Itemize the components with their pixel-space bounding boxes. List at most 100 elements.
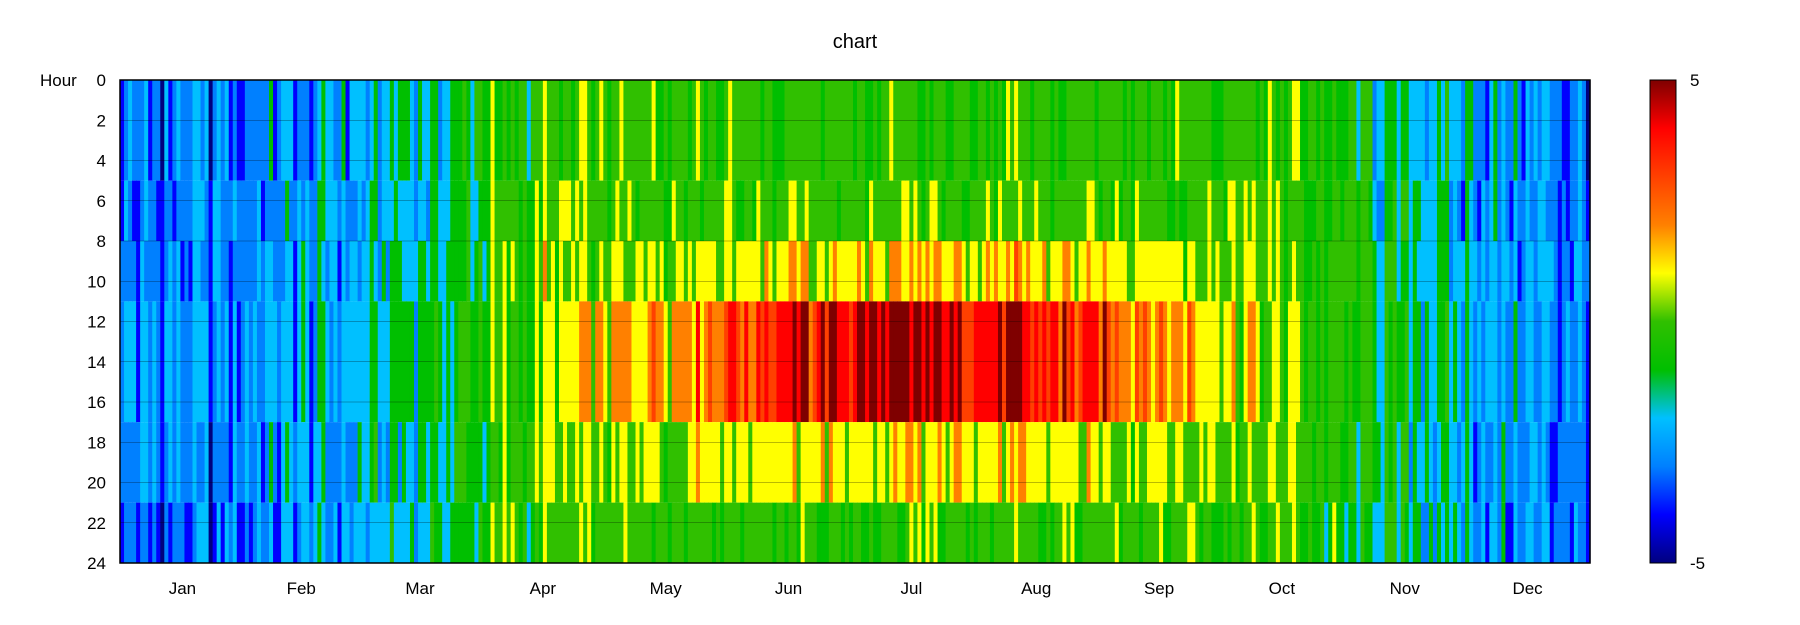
heatmap-cell — [663, 422, 669, 503]
heatmap-cell — [591, 80, 596, 181]
heatmap-cell — [281, 80, 286, 181]
heatmap-cell — [703, 422, 709, 503]
heatmap-cell — [708, 241, 713, 302]
heatmap-cell — [1388, 422, 1394, 503]
heatmap-cell — [993, 502, 999, 564]
heatmap-cell — [748, 241, 753, 302]
heatmap-cell — [1058, 80, 1064, 181]
heatmap-cell — [1255, 422, 1261, 503]
heatmap-cell — [1291, 180, 1297, 242]
heatmap-cell — [583, 502, 588, 564]
heatmap-cell — [1428, 422, 1434, 503]
heatmap-cell — [651, 502, 657, 564]
heatmap-cell — [575, 80, 580, 181]
heatmap-cell — [224, 241, 230, 302]
heatmap-cell — [1259, 422, 1265, 503]
heatmap-cell — [1465, 241, 1470, 302]
heatmap-cell — [917, 80, 923, 181]
heatmap-cell — [1416, 502, 1422, 564]
heatmap-cell — [1585, 80, 1591, 181]
heatmap-cell — [840, 241, 846, 302]
heatmap-cell — [691, 502, 697, 564]
heatmap-cell — [591, 241, 596, 302]
heatmap-cell — [514, 180, 520, 242]
heatmap-cell — [1412, 422, 1418, 503]
heatmap-cell — [1557, 80, 1563, 181]
heatmap-cell — [599, 502, 604, 564]
heatmap-cell — [305, 180, 310, 242]
heatmap-cell — [1340, 241, 1345, 302]
heatmap-cell — [736, 502, 741, 564]
heatmap-cell — [997, 502, 1003, 564]
heatmap-cell — [1376, 180, 1382, 242]
heatmap-cell — [164, 80, 169, 181]
heatmap-cell — [341, 241, 347, 302]
heatmap-cell — [1404, 80, 1410, 181]
heatmap-cell — [703, 502, 709, 564]
heatmap-cell — [567, 422, 572, 503]
heatmap-cell — [1517, 422, 1523, 503]
heatmap-cell — [1505, 80, 1511, 181]
heatmap-cell — [1215, 241, 1221, 302]
heatmap-cell — [885, 180, 890, 242]
heatmap-cell — [567, 80, 572, 181]
heatmap-cell — [369, 422, 375, 503]
heatmap-cell — [325, 80, 331, 181]
heatmap-cell — [1247, 422, 1253, 503]
heatmap-cell — [1275, 80, 1281, 181]
heatmap-cell — [1207, 502, 1213, 564]
heatmap-cell — [1356, 180, 1362, 242]
heatmap-cell — [985, 241, 991, 302]
heatmap-cell — [933, 422, 939, 503]
heatmap-cell — [1376, 422, 1382, 503]
heatmap-cell — [1521, 180, 1527, 242]
heatmap-cell — [703, 80, 709, 181]
heatmap-cell — [716, 80, 721, 181]
heatmap-cell — [563, 80, 568, 181]
heatmap-cell — [752, 502, 757, 564]
heatmap-cell — [1058, 502, 1064, 564]
heatmap-cell — [1316, 502, 1321, 564]
heatmap-cell — [1062, 422, 1068, 503]
heatmap-cell — [252, 422, 258, 503]
heatmap-cell — [1223, 422, 1229, 503]
heatmap-cell — [635, 180, 641, 242]
heatmap-cell — [1404, 180, 1410, 242]
heatmap-cell — [1187, 180, 1192, 242]
heatmap-cell — [865, 422, 870, 503]
heatmap-cell — [732, 422, 737, 503]
heatmap-cell — [1090, 241, 1096, 302]
heatmap-cell — [933, 502, 939, 564]
heatmap-cell — [273, 80, 278, 181]
heatmap-cell — [1102, 180, 1108, 242]
heatmap-cell — [357, 502, 363, 564]
heatmap-cell — [812, 502, 818, 564]
heatmap-cell — [490, 422, 496, 503]
heatmap-cell — [293, 502, 298, 564]
heatmap-cell — [1291, 422, 1297, 503]
heatmap-cell — [949, 80, 955, 181]
heatmap-cell — [877, 422, 882, 503]
heatmap-cell — [792, 241, 798, 302]
heatmap-cell — [1038, 422, 1043, 503]
heatmap-cell — [1364, 180, 1370, 242]
heatmap-cell — [647, 180, 653, 242]
heatmap-cell — [941, 422, 947, 503]
heatmap-cell — [973, 241, 979, 302]
heatmap-cell — [264, 80, 270, 181]
heatmap-cell — [478, 80, 484, 181]
heatmap-cell — [595, 502, 600, 564]
heatmap-cell — [1251, 422, 1257, 503]
heatmap-cell — [752, 180, 757, 242]
heatmap-cell — [1577, 502, 1583, 564]
heatmap-cell — [389, 502, 395, 564]
heatmap-cell — [212, 241, 218, 302]
heatmap-cell — [1324, 502, 1329, 564]
heatmap-cell — [1247, 80, 1253, 181]
heatmap-cell — [434, 180, 439, 242]
heatmap-cell — [591, 502, 596, 564]
heatmap-cell — [252, 502, 258, 564]
heatmap-cell — [728, 241, 733, 302]
heatmap-cell — [595, 241, 600, 302]
heatmap-cell — [687, 180, 693, 242]
